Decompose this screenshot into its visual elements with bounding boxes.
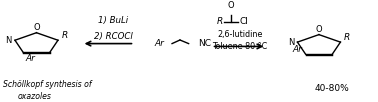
Text: R: R — [344, 33, 350, 42]
Text: N: N — [6, 36, 12, 45]
Text: 2) RCOCl: 2) RCOCl — [93, 32, 132, 40]
Text: O: O — [228, 2, 234, 11]
Text: 1) BuLi: 1) BuLi — [98, 16, 128, 25]
Text: 40-80%: 40-80% — [315, 84, 350, 93]
Text: Schöllkopf synthesis of: Schöllkopf synthesis of — [3, 80, 91, 89]
Text: O: O — [316, 25, 322, 34]
Text: N: N — [288, 38, 294, 47]
Text: R: R — [62, 31, 68, 40]
Text: NC: NC — [198, 39, 211, 48]
Text: Cl: Cl — [240, 17, 248, 26]
Text: Ar: Ar — [155, 39, 164, 48]
Text: O: O — [33, 23, 40, 32]
Text: oxazoles: oxazoles — [18, 92, 51, 101]
Text: Ar: Ar — [293, 45, 303, 54]
Text: R: R — [217, 17, 223, 26]
Text: Ar: Ar — [25, 54, 35, 63]
Text: 2,6-lutidine: 2,6-lutidine — [217, 30, 263, 39]
Text: Toluene 80 °C: Toluene 80 °C — [212, 42, 268, 51]
